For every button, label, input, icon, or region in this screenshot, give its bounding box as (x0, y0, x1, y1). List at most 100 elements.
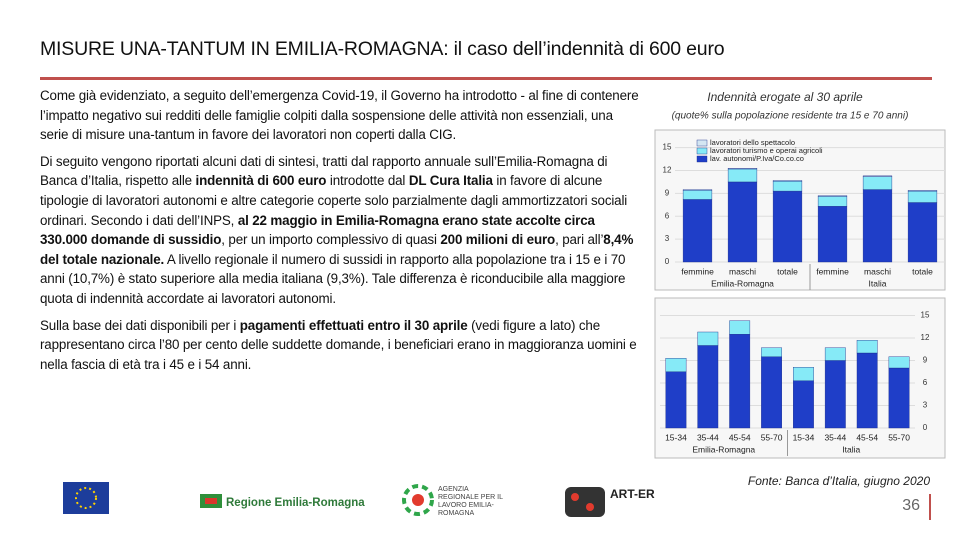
agenzia-mark (412, 494, 424, 506)
y-tick-label: 3 (665, 234, 670, 243)
paragraph: Sulla base dei dati disponibili per i pa… (40, 316, 644, 375)
text: Sulla base dei dati disponibili per i (40, 317, 240, 333)
bar-segment (761, 347, 782, 357)
bar-segment (697, 345, 719, 429)
bar-segment (697, 331, 719, 346)
bar-segment (856, 340, 878, 354)
page-number: 36 (902, 497, 920, 514)
agenzia-logo-text: AGENZIA REGIONALE PER IL LAVORO EMILIA-R… (438, 486, 503, 517)
paragraph: Come già evidenziato, a seguito dell’eme… (40, 86, 644, 145)
group-label: Italia (869, 278, 887, 288)
text: in favore di alcune tipologie di lavorat… (40, 173, 628, 228)
bar-segment (727, 181, 758, 263)
paragraph: Di seguito vengono riportati alcuni dati… (40, 152, 644, 309)
bar-segment (772, 180, 803, 182)
legend-label: lavoratori turismo e operai agricoli (710, 146, 823, 155)
text: introdotte dal (326, 173, 409, 189)
text: (vedi figure a lato) che rappresentano c… (40, 317, 637, 372)
text: A livello regionale il numero di sussidi… (40, 251, 626, 306)
group-label: Italia (842, 444, 860, 454)
bar-segment (761, 356, 782, 429)
arter-logo-text: ART-ER (610, 487, 655, 501)
y-tick-label: 6 (923, 378, 928, 387)
body-text: Come già evidenziato, a seguito dell’eme… (40, 86, 644, 381)
eu-stars (75, 487, 97, 509)
bar-segment (682, 199, 713, 263)
bar-segment (727, 168, 758, 170)
agenzia-logo: AGENZIA REGIONALE PER IL LAVORO EMILIA-R… (438, 486, 503, 517)
figure-subtitle: (quote% sulla popolazione residente tra … (672, 111, 909, 122)
x-tick-label: maschi (864, 266, 891, 276)
agenzia-mark (402, 484, 434, 516)
bold-text: 8,4% del totale nazionale. (40, 232, 634, 267)
bar-segment (793, 367, 814, 381)
legend-label: lav. autonomi/P.Iva/Co.co.co (710, 154, 804, 163)
group-label: Emilia-Romagna (692, 444, 755, 454)
bar-segment (817, 196, 848, 207)
bar-segment (729, 320, 751, 335)
bar-segment (682, 190, 713, 200)
bar-segment (907, 190, 938, 192)
bar-segment (682, 189, 713, 191)
bar-segment (862, 175, 893, 177)
x-tick-label: femmine (681, 266, 714, 276)
regione-logo-text: Regione Emilia-Romagna (226, 497, 365, 509)
bar-segment (888, 356, 910, 369)
y-tick-label: 0 (665, 257, 670, 266)
arter-mark (565, 487, 605, 517)
x-tick-label: 55-70 (888, 432, 910, 442)
y-tick-label: 6 (665, 211, 670, 220)
bar-segment (862, 176, 893, 190)
x-tick-label: 45-54 (856, 432, 878, 442)
bar-segment (727, 168, 758, 183)
x-tick-label: femmine (816, 266, 849, 276)
bar-segment (856, 352, 878, 429)
bar-segment (772, 180, 803, 192)
arter-mark (571, 493, 579, 501)
bar-segment (665, 371, 687, 429)
text: , per un importo complessivo di quasi (221, 232, 441, 248)
bar-segment (793, 380, 814, 429)
source: Fonte: Banca d’Italia, giugno 2020 (748, 474, 930, 488)
bar-segment (907, 202, 938, 263)
text: Come già evidenziato, a seguito dell’eme… (40, 88, 639, 143)
legend-swatch (696, 155, 708, 163)
arter-mark (586, 503, 594, 511)
x-tick-label: totale (777, 266, 798, 276)
legend-swatch (696, 139, 708, 147)
y-tick-label: 3 (923, 401, 928, 410)
y-tick-label: 15 (921, 311, 930, 320)
bar-segment (817, 206, 848, 263)
bold-text: indennità di 600 euro (195, 173, 327, 189)
legend-swatch (696, 147, 708, 155)
y-tick-label: 9 (923, 356, 928, 365)
bold-text: 200 milioni di euro (440, 232, 556, 248)
title-rule (40, 77, 932, 80)
x-tick-label: 45-54 (729, 432, 751, 442)
bar-segment (824, 347, 846, 361)
bar-segment (862, 189, 893, 263)
x-tick-label: 15-34 (793, 432, 815, 442)
eu-flag (63, 482, 109, 514)
bold-text: pagamenti effettuati entro il 30 aprile (239, 317, 468, 333)
figure-title: Indennità erogate al 30 aprile (707, 90, 863, 104)
bar-segment (772, 190, 803, 263)
regione-mark (205, 498, 217, 504)
x-tick-label: 55-70 (761, 432, 783, 442)
x-tick-label: 35-44 (824, 432, 846, 442)
y-tick-label: 15 (663, 143, 672, 152)
group-label: Emilia-Romagna (711, 278, 774, 288)
bar-segment (907, 190, 938, 203)
y-tick-label: 12 (663, 166, 672, 175)
bar-segment (665, 358, 687, 372)
bar-segment (817, 195, 848, 197)
bar-segment (729, 334, 751, 429)
x-tick-label: 15-34 (665, 432, 687, 442)
x-tick-label: maschi (729, 266, 756, 276)
bar-segment (888, 367, 910, 429)
x-tick-label: 35-44 (697, 432, 719, 442)
y-tick-label: 12 (921, 333, 930, 342)
x-tick-label: totale (912, 266, 933, 276)
